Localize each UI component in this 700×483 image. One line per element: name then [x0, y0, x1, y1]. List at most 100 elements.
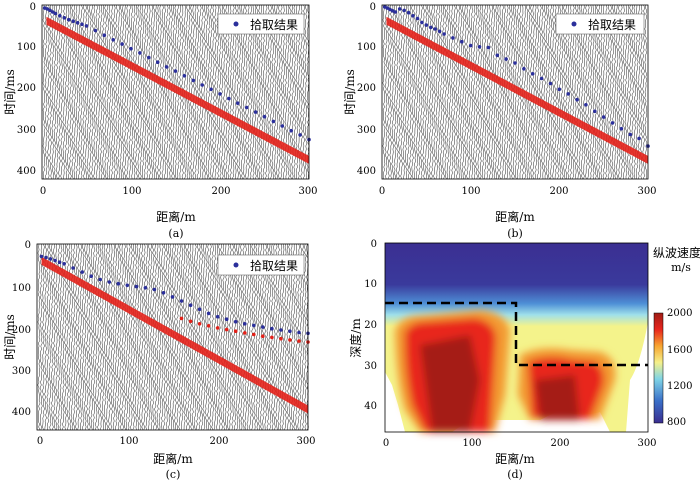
pick-point: [262, 114, 267, 119]
x-tick-label: 200: [209, 436, 228, 447]
pick-point: [224, 317, 229, 322]
pick-point: [253, 110, 258, 114]
colorbar-unit: m/s: [671, 261, 691, 274]
pick-point: [252, 332, 256, 337]
pick-point: [89, 274, 93, 279]
pick-point: [437, 29, 442, 34]
pick-point: [218, 92, 222, 96]
pick-point: [215, 326, 220, 330]
pick-point: [48, 8, 52, 13]
panel-b: 拾取结果 0 100 200 300 400 0 100 200 300 距离/…: [343, 2, 657, 240]
plot-area-a: [42, 4, 311, 180]
panel-label-b: (b): [507, 227, 523, 240]
x-tick-label: 300: [637, 438, 656, 449]
pick-point: [504, 57, 508, 61]
y-tick-label: 300: [12, 366, 31, 377]
y-ticks-a: 0 100 200 300 400: [17, 2, 36, 177]
pick-point: [62, 15, 67, 20]
pick-point: [468, 43, 473, 48]
legend-label: 拾取结果: [250, 258, 298, 273]
axes-frame-b: [381, 4, 649, 180]
pick-point: [48, 257, 53, 261]
x-tick-label: 0: [37, 436, 43, 447]
x-tick-label: 0: [383, 438, 389, 449]
pick-point: [628, 132, 633, 137]
pick-point: [495, 53, 500, 58]
pick-point: [215, 314, 220, 319]
y-tick-label: 400: [17, 166, 36, 177]
pick-point: [522, 67, 526, 71]
pick-point: [593, 109, 597, 114]
pick-point: [173, 69, 178, 73]
pick-point: [116, 281, 121, 286]
pick-point: [164, 65, 169, 69]
y-tick-label: 200: [17, 83, 36, 94]
colorbar: 纵波速度 m/s 2000 1600 1200 800: [653, 245, 700, 428]
pick-point: [270, 335, 274, 340]
y-axis-label-b: 时间/ms: [343, 69, 357, 115]
pick-point: [45, 7, 50, 11]
panel-label-d: (d): [507, 468, 523, 481]
legend-marker: [233, 262, 239, 268]
colorbar-title: 纵波速度: [653, 245, 700, 260]
x-tick-label: 300: [298, 186, 317, 197]
pick-point: [227, 96, 231, 101]
pick-point: [206, 324, 211, 328]
pick-point: [548, 81, 553, 86]
pick-point: [390, 9, 395, 13]
pick-point: [107, 280, 112, 284]
pick-point: [206, 311, 211, 316]
pick-point: [261, 334, 265, 339]
pick-point: [98, 277, 102, 282]
y-tick-label: 0: [371, 239, 377, 250]
pick-point: [566, 92, 570, 96]
pick-point: [197, 322, 202, 326]
pick-point: [191, 78, 196, 83]
x-tick-label: 0: [379, 186, 385, 197]
pick-point: [385, 6, 390, 10]
pick-point: [513, 61, 517, 65]
pick-point: [280, 124, 285, 128]
legend-marker: [571, 21, 577, 27]
pick-point: [610, 121, 615, 125]
pick-point: [415, 16, 420, 21]
y-tick-label: 300: [17, 125, 36, 136]
pick-point: [188, 319, 193, 324]
x-ticks-c: 0 100 200 300: [37, 436, 316, 447]
first-arrival-band: [46, 16, 309, 164]
pick-point: [486, 45, 491, 50]
pick-point: [102, 33, 107, 37]
seismic-traces: [382, 4, 648, 180]
legend-b: 拾取结果: [555, 13, 645, 35]
y-tick-label: 100: [17, 42, 36, 53]
pick-point: [252, 323, 256, 328]
pick-point: [575, 97, 579, 102]
y-tick-label: 20: [364, 320, 377, 331]
plot-area-c: [37, 243, 310, 431]
first-arrival-band: [41, 256, 309, 414]
pick-point: [161, 291, 166, 295]
y-tick-label: 100: [12, 283, 31, 294]
y-tick-label: 200: [12, 325, 31, 336]
x-tick-label: 300: [637, 186, 656, 197]
y-axis-label-d: 深度/m: [348, 318, 363, 358]
pick-point: [397, 7, 402, 11]
pick-point: [80, 270, 84, 274]
y-tick-label: 0: [370, 2, 376, 13]
pick-point: [224, 327, 229, 332]
y-tick-label: 30: [364, 361, 377, 372]
pick-point: [66, 17, 71, 22]
seismic-traces: [42, 4, 310, 180]
pick-point: [393, 10, 398, 14]
pick-point: [619, 126, 624, 131]
y-axis-label-c: 时间/ms: [3, 314, 17, 360]
colorbar-tick: 2000: [667, 308, 692, 319]
y-ticks-d: 0 10 20 30 40: [364, 239, 377, 412]
y-tick-label: 200: [357, 83, 376, 94]
plot-area-b: [382, 4, 650, 180]
x-axis-label-d: 距离/m: [495, 451, 535, 466]
pick-point: [297, 339, 301, 343]
pick-point: [584, 103, 588, 107]
x-ticks-b: 0 100 200 300: [379, 186, 657, 197]
